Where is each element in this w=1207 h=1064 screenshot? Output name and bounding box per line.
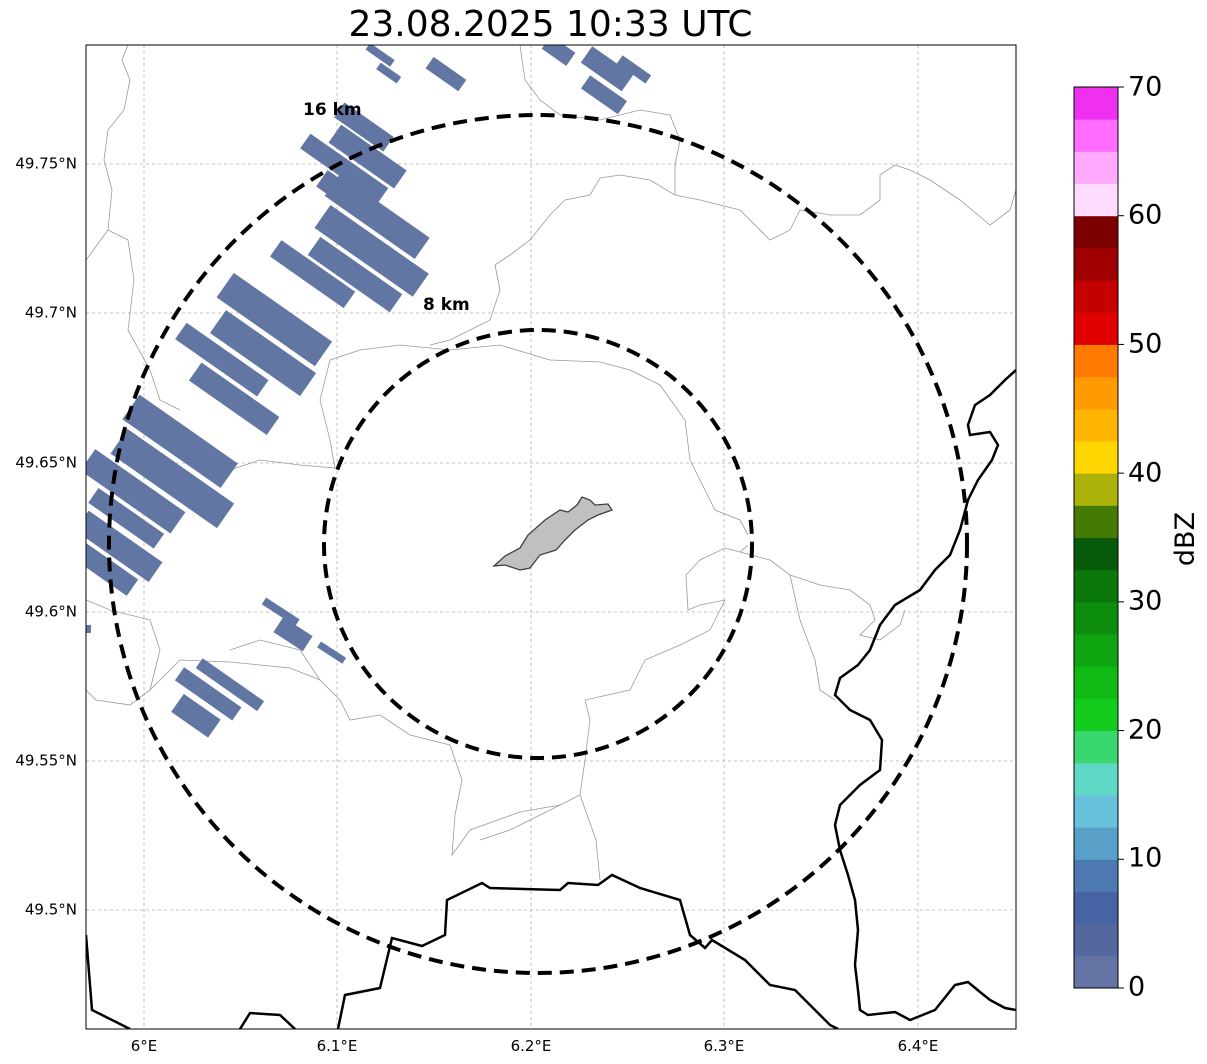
- lon-tick-label: 6°E: [131, 1037, 158, 1055]
- colorbar-segment: [1074, 666, 1118, 699]
- lon-tick-label: 6.2°E: [511, 1037, 552, 1055]
- colorbar-segment: [1074, 408, 1118, 442]
- colorbar-segment: [1074, 601, 1118, 635]
- echo-cell: [195, 658, 265, 712]
- colorbar-segment: [1074, 151, 1118, 185]
- dbz-colorbar: [1073, 86, 1124, 989]
- echo-cell: [86, 449, 186, 534]
- colorbar-segment: [1074, 955, 1118, 989]
- lat-tick-label: 49.65°N: [15, 454, 77, 472]
- colorbar-segment: [1074, 473, 1118, 506]
- colorbar-segment: [1074, 891, 1118, 925]
- colorbar-segment: [1074, 87, 1118, 120]
- echo-cell: [209, 310, 317, 397]
- echo-cell: [365, 45, 395, 67]
- colorbar-segment: [1074, 215, 1118, 249]
- echo-cell: [616, 55, 652, 84]
- range-ring-8km: [322, 328, 754, 760]
- echo-cell: [86, 625, 91, 633]
- echo-cell: [171, 693, 221, 738]
- echo-cell: [175, 322, 269, 397]
- colorbar-frame: [1073, 86, 1119, 989]
- echo-cell: [122, 394, 238, 489]
- echo-cell: [273, 617, 313, 652]
- colorbar-tick-label: 20: [1128, 715, 1162, 746]
- colorbar-segment: [1074, 119, 1118, 152]
- echo-cell: [328, 124, 407, 189]
- lat-tick-label: 49.75°N: [15, 155, 77, 173]
- echo-cell: [188, 362, 280, 436]
- colorbar-segment: [1074, 440, 1118, 474]
- echo-cell: [425, 56, 467, 92]
- map-title: 23.08.2025 10:33 UTC: [348, 4, 753, 45]
- lon-tick-label: 6.3°E: [704, 1037, 745, 1055]
- colorbar-segment: [1074, 537, 1118, 571]
- colorbar-segment: [1074, 827, 1118, 860]
- lat-tick-label: 49.55°N: [15, 752, 77, 770]
- range-ring-16km: [107, 113, 969, 975]
- colorbar-segment: [1074, 376, 1118, 410]
- colorbar-tick-label: 30: [1128, 586, 1162, 617]
- colorbar-ticks: 0 10 20 30 40 50 60 70: [1128, 72, 1162, 1003]
- lat-tick-label: 49.5°N: [25, 901, 77, 919]
- colorbar-segment: [1074, 923, 1118, 957]
- colorbar-tick-label: 60: [1128, 200, 1162, 231]
- echo-cell: [110, 429, 235, 529]
- colorbar-tick-label: 10: [1128, 843, 1162, 874]
- colorbar-segment: [1074, 794, 1118, 828]
- echo-cell: [216, 272, 333, 367]
- echo-cell: [314, 204, 429, 297]
- ring-label-16km: 16 km: [303, 100, 362, 120]
- colorbar-tick-label: 40: [1128, 458, 1162, 489]
- echo-cell: [269, 240, 356, 309]
- commune-boundaries: [86, 45, 1016, 881]
- colorbar-segment: [1074, 280, 1118, 313]
- map-frame: [85, 44, 1017, 1030]
- lon-tick-label: 6.4°E: [898, 1037, 939, 1055]
- colorbar-segment: [1074, 730, 1118, 764]
- echo-cell: [174, 667, 242, 721]
- colorbar-tick-label: 70: [1128, 72, 1162, 103]
- city-polygon: [492, 496, 614, 571]
- national-borders: [86, 369, 1016, 1029]
- colorbar-segment: [1074, 505, 1118, 538]
- colorbar-tick-label: 0: [1128, 972, 1145, 1003]
- echo-cell: [86, 510, 163, 582]
- colorbar-segment: [1074, 312, 1118, 345]
- colorbar-segment: [1074, 247, 1118, 281]
- echo-cell: [334, 102, 394, 152]
- colorbar-label: dBZ: [1170, 512, 1201, 566]
- colorbar-segment: [1074, 183, 1118, 217]
- lat-tick-label: 49.6°N: [25, 603, 77, 621]
- echo-cell: [261, 597, 300, 627]
- echo-cell: [541, 45, 576, 66]
- echo-cell: [88, 488, 165, 549]
- lat-tick-label: 49.7°N: [25, 304, 77, 322]
- colorbar-segment: [1074, 859, 1118, 892]
- colorbar-segment: [1074, 634, 1118, 667]
- echo-cell: [300, 133, 389, 203]
- colorbar-segment: [1074, 344, 1118, 378]
- ring-label-8km: 8 km: [423, 295, 470, 315]
- colorbar-segment: [1074, 569, 1118, 603]
- echo-cell: [324, 174, 430, 260]
- echo-cell: [86, 539, 139, 596]
- colorbar-tick-label: 50: [1128, 329, 1162, 360]
- echo-cell: [376, 62, 402, 84]
- echo-cell: [580, 75, 628, 115]
- echo-cell: [580, 46, 634, 92]
- radar-echoes: [86, 45, 652, 738]
- lon-tick-label: 6.1°E: [317, 1037, 358, 1055]
- echo-cell: [307, 236, 403, 313]
- colorbar-segment: [1074, 762, 1118, 796]
- echo-cell: [317, 641, 347, 664]
- colorbar-segment: [1074, 698, 1118, 732]
